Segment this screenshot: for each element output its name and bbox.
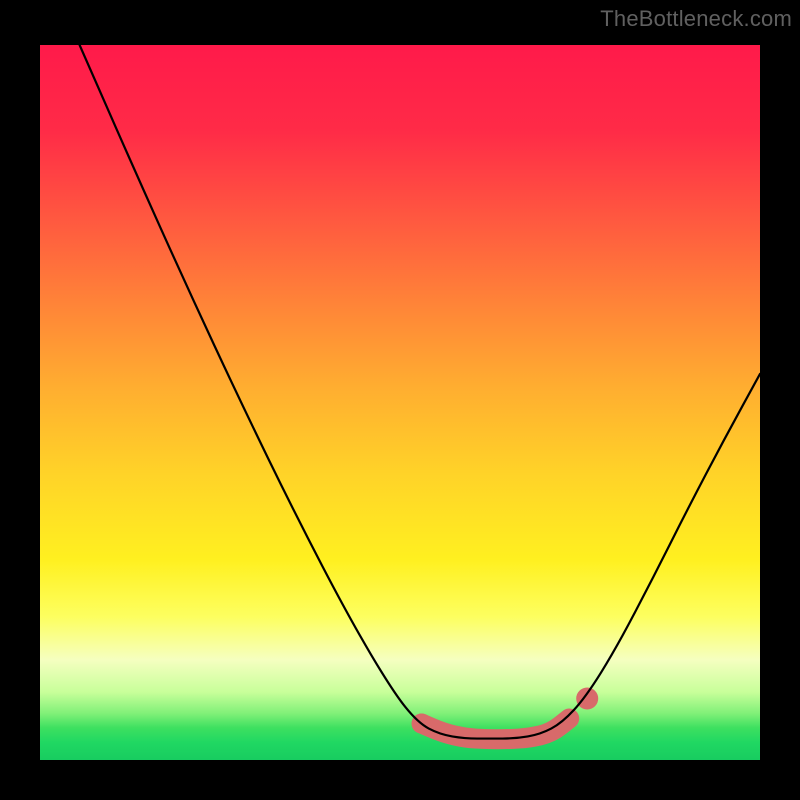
chart-plot-area <box>40 45 760 760</box>
watermark-label: TheBottleneck.com <box>600 6 792 32</box>
chart-svg <box>0 0 800 800</box>
chart-stage: TheBottleneck.com <box>0 0 800 800</box>
highlight-dot-right <box>576 688 598 710</box>
